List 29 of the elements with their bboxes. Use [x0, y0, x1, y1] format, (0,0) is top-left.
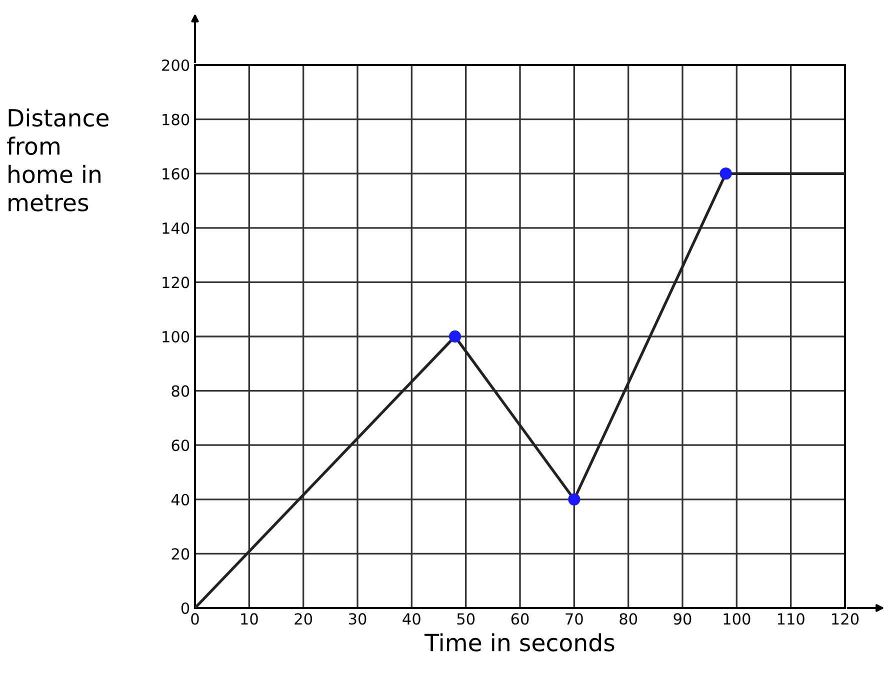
y-tick-label: 180	[162, 114, 190, 126]
x-tick-label: 80	[620, 613, 638, 625]
y-tick-label: 100	[162, 330, 190, 343]
x-tick-label: 50	[457, 613, 475, 625]
x-tick-label: 10	[241, 613, 258, 625]
x-axis-title: Time in seconds	[424, 633, 614, 652]
y-tick-label: 140	[162, 222, 190, 234]
y-tick-label: 120	[162, 276, 190, 288]
y-tick-label: 0	[181, 602, 190, 614]
x-tick-label: 70	[566, 613, 583, 625]
y-tick-label: 200	[162, 59, 190, 72]
x-tick-label: 100	[724, 613, 750, 625]
point	[568, 493, 580, 506]
y-tick-label: 60	[172, 440, 190, 452]
y-tick-label: 80	[172, 385, 190, 397]
x-tick-label: 30	[348, 613, 366, 625]
point	[448, 330, 462, 343]
y-tick-label: 160	[162, 168, 190, 180]
x-tick-label: 0	[191, 613, 199, 625]
y-tick-label: 40	[171, 494, 190, 506]
x-tick-label: 120	[832, 613, 859, 625]
x-tick-label: 40	[402, 613, 420, 625]
x-tick-label: 20	[294, 613, 312, 625]
y-axis-title: Distance from home in metres	[7, 108, 108, 212]
x-tick-label: 110	[778, 613, 804, 625]
x-tick-label: 60	[511, 613, 529, 625]
y-tick-label: 20	[172, 548, 190, 560]
point	[720, 168, 732, 180]
x-tick-label: 90	[674, 613, 692, 625]
